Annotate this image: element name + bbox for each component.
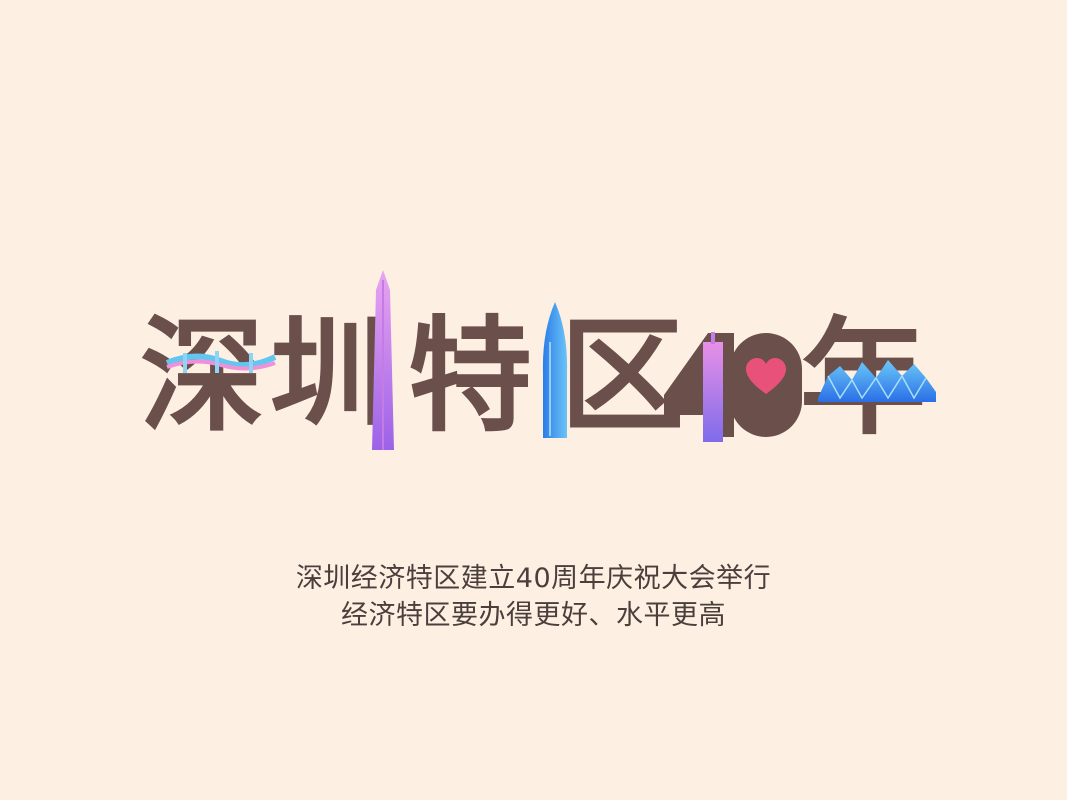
title-char-te: 特 [408, 304, 533, 449]
heart-icon [746, 358, 786, 394]
title-char-zhen: 圳 [270, 304, 389, 443]
title-char-nian: 年 [800, 304, 926, 452]
title-char-shen: 深 [140, 304, 265, 449]
subtitle-line-2: 经济特区要办得更好、水平更高 [341, 600, 726, 631]
title-char-qu: 区 [560, 304, 685, 449]
title-artwork: 深 圳 特 区 [0, 270, 1067, 460]
subtitle-line-1: 深圳经济特区建立40周年庆祝大会举行 [295, 563, 772, 594]
subtitle: 深圳经济特区建立40周年庆祝大会举行 经济特区要办得更好、水平更高 [0, 560, 1067, 634]
